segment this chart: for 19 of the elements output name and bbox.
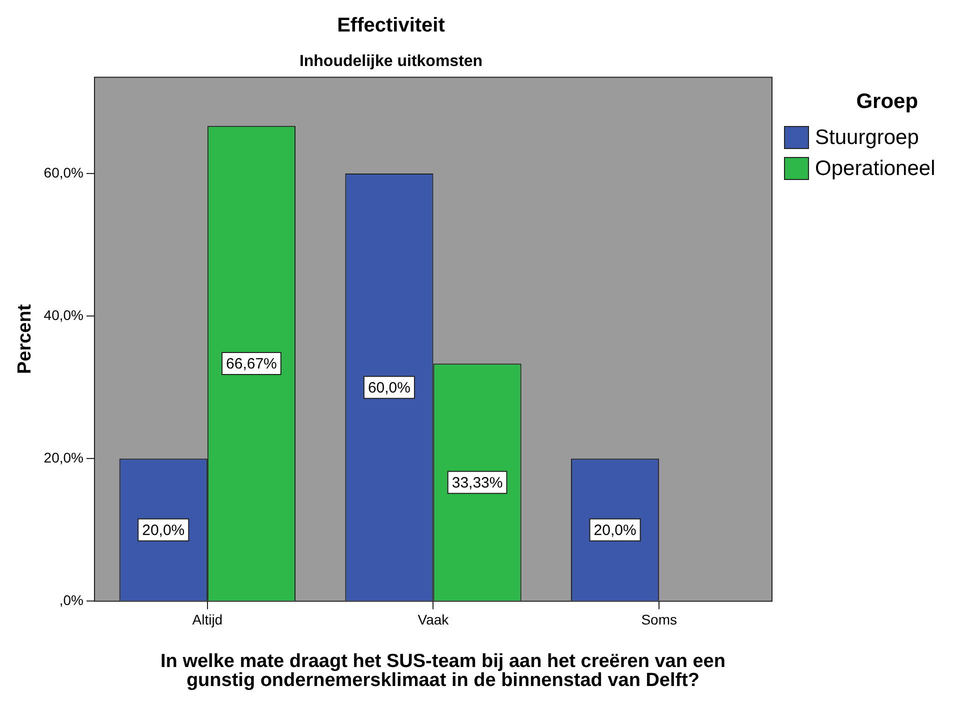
data-label: 20,0% xyxy=(142,522,185,540)
y-tick-label: 60,0% xyxy=(44,164,84,180)
y-tick-label: 20,0% xyxy=(44,449,84,466)
y-axis-title: Percent xyxy=(14,304,36,374)
x-axis-title: In welke mate draagt het SUS-team bij aan het creëren van een gunstig ondernemersklimaat in de binnenstad van Delft? xyxy=(160,651,726,691)
legend-label: Operationeel xyxy=(815,156,936,180)
chart-title: Effectiviteit xyxy=(337,14,446,37)
data-label: 33,33% xyxy=(452,474,503,492)
x-tick-label: Vaak xyxy=(418,611,450,628)
data-label: 66,67% xyxy=(226,356,277,373)
data-label: 20,0% xyxy=(594,522,636,540)
x-tick-label: Soms xyxy=(641,611,677,628)
data-label: 60,0% xyxy=(368,379,410,396)
y-tick-label: ,0% xyxy=(59,592,84,608)
legend-label: Stuurgroep xyxy=(815,126,919,150)
legend-title: Groep xyxy=(855,90,920,114)
y-tick-label: 40,0% xyxy=(44,306,84,323)
x-tick-label: Altijd xyxy=(192,611,223,628)
chart-subtitle: Inhoudelijke uitkomsten xyxy=(299,53,483,70)
